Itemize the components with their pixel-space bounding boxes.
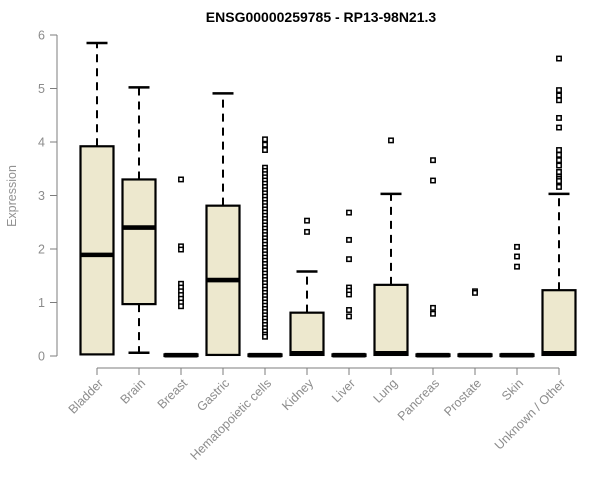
y-tick-label: 2 [38,243,45,257]
outlier-point [346,209,352,216]
y-tick-label: 0 [38,350,45,364]
outlier-point [346,307,352,313]
outlier-point [556,169,562,175]
box-group-bladder [79,41,115,356]
x-tick-label: Lung [371,376,401,406]
y-axis: 0 1 2 3 4 5 6 [38,29,58,364]
outlier-point [304,228,310,235]
x-tick-label: Kidney [279,376,316,413]
box-group-hematopoietic-cells [247,136,283,358]
outlier-point [178,303,184,310]
outlier-point [262,136,268,143]
y-tick-label: 3 [38,189,45,203]
box [373,283,409,357]
box-group-gastric [205,92,241,357]
outlier-point [514,263,520,270]
outlier-point [262,141,268,148]
outlier-point [556,183,562,190]
x-tick-label: Hematopoietic cells [188,376,275,463]
box-group-pancreas [415,157,451,358]
outlier-point [346,236,352,243]
x-tick-label: Pancreas [395,376,442,423]
box-group-kidney [289,217,325,357]
outlier-point [556,178,562,185]
outlier-point [556,114,562,121]
box-group-prostate [457,288,493,358]
x-tick-label: Skin [499,376,526,403]
outlier-point [304,217,310,224]
outlier-point [178,246,184,253]
box-group-liver [331,209,367,358]
outlier-point [556,55,562,62]
box-group-lung [373,137,409,357]
outlier-point [430,157,436,164]
x-tick-label: Liver [329,376,358,405]
x-tick-label: Unknown / Other [492,376,568,452]
outlier-point [262,147,268,153]
x-tick-label: Gastric [194,376,232,414]
box [79,145,115,356]
outlier-point [346,256,352,263]
outlier-point [346,313,352,320]
outlier-point [556,162,562,169]
outlier-point [556,147,562,153]
outlier-point [346,291,352,298]
outlier-point [556,157,562,164]
outlier-point [262,333,268,340]
outlier-point [556,87,562,94]
chart-title: ENSG00000259785 - RP13-98N21.3 [206,9,437,25]
y-tick-label: 4 [38,136,45,150]
outlier-point [556,92,562,99]
y-tick-label: 5 [38,82,45,96]
box-group-brain [121,86,157,355]
outlier-point [388,137,394,144]
outlier-point [178,176,184,183]
outlier-point [430,304,436,311]
x-tick-label: Brain [118,376,149,407]
box [121,178,157,306]
box-group-unknown-other [541,55,577,357]
box-group-breast [163,176,199,358]
outlier-point [472,289,478,296]
plot-area [79,41,577,358]
box-group-skin [499,243,535,358]
outlier-point [556,97,562,104]
y-tick-label: 6 [38,29,45,43]
box [289,311,325,357]
outlier-point [430,310,436,317]
outlier-point [514,253,520,260]
outlier-point [430,177,436,184]
x-tick-label: Prostate [441,376,484,419]
outlier-point [556,151,562,158]
y-axis-label: Expression [5,165,19,227]
outlier-point [556,124,562,131]
box [541,289,577,357]
outlier-point [514,243,520,250]
y-tick-label: 1 [38,296,45,310]
x-tick-label: Bladder [66,376,106,416]
x-tick-label: Breast [155,376,191,412]
